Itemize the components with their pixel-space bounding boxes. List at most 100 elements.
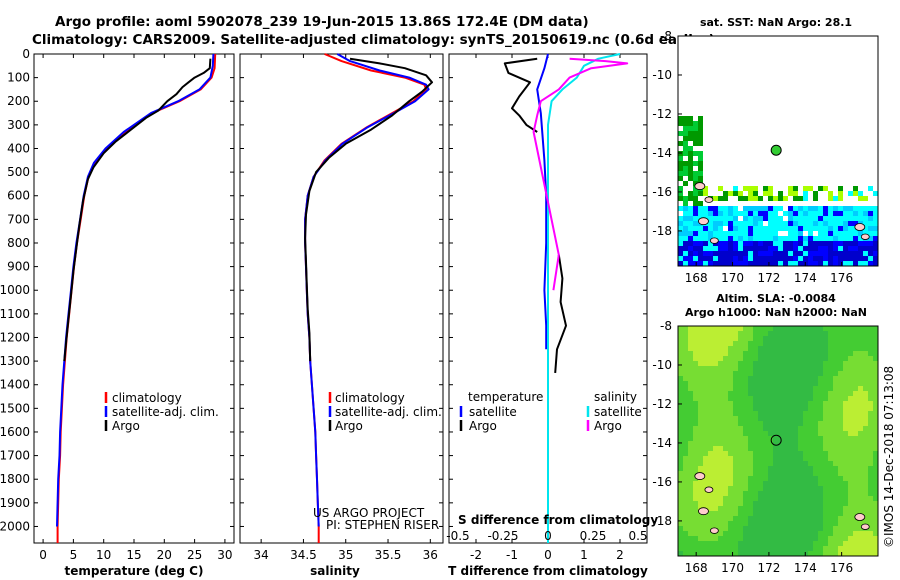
top-x-tick-label: 0.25 bbox=[580, 529, 607, 543]
sla-map-cell bbox=[833, 466, 838, 471]
sst-map-cell bbox=[763, 191, 768, 196]
sla-map-cell bbox=[733, 441, 738, 446]
sla-map-cell bbox=[723, 411, 728, 416]
sla-map-cell bbox=[848, 411, 853, 416]
sla-map-cell bbox=[718, 396, 723, 401]
sla-map-cell bbox=[723, 396, 728, 401]
sla-map-cell bbox=[708, 356, 713, 361]
sla-map-cell bbox=[728, 441, 733, 446]
sla-map-cell bbox=[813, 526, 818, 531]
sla-map-cell bbox=[808, 341, 813, 346]
map-x-tick-label: 174 bbox=[794, 561, 817, 575]
sla-map-cell bbox=[758, 346, 763, 351]
sla-map-cell bbox=[723, 406, 728, 411]
sla-map-cell bbox=[828, 516, 833, 521]
sst-map-cell bbox=[868, 251, 873, 256]
sst-map-cell bbox=[723, 241, 728, 246]
sla-map-cell bbox=[858, 391, 863, 396]
sla-map-cell bbox=[703, 466, 708, 471]
sst-map-cell bbox=[773, 236, 778, 241]
sla-map-cell bbox=[848, 456, 853, 461]
sla-map-cell bbox=[803, 511, 808, 516]
sla-map-cell bbox=[678, 526, 683, 531]
sla-map-cell bbox=[863, 456, 868, 461]
depth-tick-label: 700 bbox=[7, 212, 30, 226]
figure-title-line2: Climatology: CARS2009. Satellite-adjuste… bbox=[32, 32, 715, 48]
sla-map-cell bbox=[798, 446, 803, 451]
sst-map-cell bbox=[723, 261, 728, 266]
sla-map-cell bbox=[863, 416, 868, 421]
sst-map-cell bbox=[853, 251, 858, 256]
sst-map-cell bbox=[793, 241, 798, 246]
sla-map-cell bbox=[718, 491, 723, 496]
sst-map-cell bbox=[838, 226, 843, 231]
sla-map-cell bbox=[683, 326, 688, 331]
sla-map-cell bbox=[773, 356, 778, 361]
sla-map-cell bbox=[693, 331, 698, 336]
sla-map-cell bbox=[778, 391, 783, 396]
sla-map-cell bbox=[748, 431, 753, 436]
sla-map-cell bbox=[788, 346, 793, 351]
sla-map-cell bbox=[753, 536, 758, 541]
sst-map-cell bbox=[798, 261, 803, 266]
sst-map-cell bbox=[728, 191, 733, 196]
sst-map-cell bbox=[763, 251, 768, 256]
sla-map-cell bbox=[853, 411, 858, 416]
sst-map-cell bbox=[778, 206, 783, 211]
sla-map-cell bbox=[848, 511, 853, 516]
sla-map-cell bbox=[868, 511, 873, 516]
sla-map-cell bbox=[843, 416, 848, 421]
sla-map-cell bbox=[843, 386, 848, 391]
sst-map-cell bbox=[693, 131, 698, 136]
sla-map-cell bbox=[738, 366, 743, 371]
sla-map-cell bbox=[758, 536, 763, 541]
sla-map-cell bbox=[758, 531, 763, 536]
sla-map-cell bbox=[683, 396, 688, 401]
sla-map-cell bbox=[708, 546, 713, 551]
sla-map-cell bbox=[848, 546, 853, 551]
sla-map-cell bbox=[843, 526, 848, 531]
sla-map-cell bbox=[773, 481, 778, 486]
sla-map-cell bbox=[683, 531, 688, 536]
sla-map-cell bbox=[853, 331, 858, 336]
sla-map-cell bbox=[813, 331, 818, 336]
sla-map-cell bbox=[783, 511, 788, 516]
island-shape bbox=[704, 486, 714, 493]
island-shape bbox=[709, 527, 719, 534]
sla-map-cell bbox=[793, 506, 798, 511]
map-y-tick-label: -18 bbox=[652, 224, 672, 238]
sla-map-cell bbox=[823, 341, 828, 346]
sst-map-cell bbox=[713, 256, 718, 261]
sla-map-cell bbox=[698, 351, 703, 356]
sla-map-cell bbox=[823, 426, 828, 431]
sla-map-cell bbox=[768, 426, 773, 431]
sla-map-cell bbox=[853, 526, 858, 531]
sla-map-cell bbox=[688, 361, 693, 366]
sla-map-cell bbox=[833, 446, 838, 451]
sla-map-cell bbox=[873, 451, 878, 456]
sla-map-cell bbox=[793, 491, 798, 496]
sla-map-cell bbox=[808, 521, 813, 526]
sla-map-cell bbox=[848, 361, 853, 366]
sla-map-cell bbox=[823, 441, 828, 446]
sst-map-cell bbox=[693, 196, 698, 201]
sst-map-cell bbox=[693, 211, 698, 216]
sla-map-cell bbox=[848, 461, 853, 466]
sla-map-cell bbox=[738, 341, 743, 346]
sst-map-cell bbox=[753, 211, 758, 216]
sla-map-cell bbox=[723, 461, 728, 466]
sla-map-cell bbox=[873, 426, 878, 431]
sla-map-cell bbox=[858, 341, 863, 346]
sst-map-cell bbox=[863, 216, 868, 221]
sla-map-cell bbox=[773, 431, 778, 436]
sla-map-cell bbox=[853, 471, 858, 476]
sst-map-cell bbox=[683, 226, 688, 231]
sla-map-cell bbox=[713, 426, 718, 431]
sla-map-cell bbox=[728, 431, 733, 436]
sla-map-cell bbox=[848, 326, 853, 331]
sla-map-cell bbox=[713, 461, 718, 466]
sla-map-cell bbox=[688, 526, 693, 531]
sla-map-cell bbox=[713, 391, 718, 396]
sst-map-cell bbox=[743, 261, 748, 266]
sst-map-cell bbox=[808, 211, 813, 216]
